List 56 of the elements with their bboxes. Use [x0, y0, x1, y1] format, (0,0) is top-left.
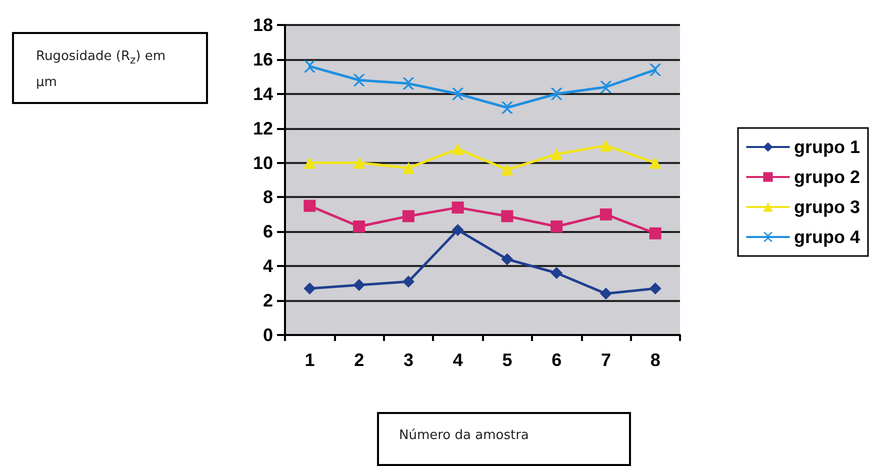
- y-tick-label: 12: [252, 118, 273, 138]
- point: [600, 208, 612, 220]
- y-tick-label: 4: [262, 256, 273, 276]
- point: [600, 140, 612, 152]
- y-tick-label: 18: [252, 15, 273, 35]
- point: [600, 81, 612, 93]
- x-tick-label: 4: [452, 350, 463, 370]
- y-tick-label: 0: [262, 325, 273, 345]
- x-tick-label: 7: [600, 350, 611, 370]
- point: [600, 288, 612, 300]
- point: [304, 200, 316, 212]
- point: [353, 220, 366, 232]
- point: [304, 282, 316, 294]
- point: [304, 60, 316, 72]
- point: [452, 202, 464, 214]
- x-tick-label: 2: [354, 350, 364, 370]
- y-tick-label: 10: [252, 152, 273, 173]
- point: [353, 74, 366, 86]
- point: [501, 210, 514, 222]
- y-tick-label: 2: [262, 290, 273, 311]
- point: [649, 156, 662, 169]
- point: [402, 162, 414, 174]
- legend-label: grupo 4: [794, 227, 860, 247]
- point: [550, 148, 563, 160]
- point: [649, 64, 662, 76]
- point: [501, 102, 514, 114]
- point: [550, 267, 563, 279]
- point: [550, 88, 563, 100]
- point: [452, 88, 464, 100]
- legend-label: grupo 2: [794, 167, 860, 187]
- legend-label: grupo 3: [794, 197, 860, 217]
- x-tick-label: 6: [552, 350, 562, 370]
- point: [452, 224, 464, 236]
- y-tick-label: 16: [252, 49, 273, 70]
- point: [550, 220, 563, 232]
- point: [353, 279, 366, 292]
- x-tick-label: 1: [304, 350, 315, 370]
- x-tick-label: 5: [502, 350, 512, 370]
- text: Rugosidade (R$_{z}$) em µm: [36, 49, 166, 90]
- point: [402, 276, 414, 288]
- point: [649, 282, 662, 294]
- legend-label: grupo 1: [794, 137, 860, 157]
- point: [501, 164, 514, 176]
- point: [501, 253, 514, 266]
- y-tick-label: 8: [262, 187, 273, 208]
- point: [402, 210, 414, 222]
- x-tick-label: 8: [650, 350, 660, 370]
- x-axis-title: Número da amostra: [377, 412, 631, 466]
- point: [353, 156, 366, 169]
- y-tick-label: 6: [262, 222, 273, 242]
- point: [649, 227, 662, 240]
- point: [402, 78, 414, 90]
- point: [452, 143, 464, 155]
- point: [304, 156, 316, 169]
- x-tick-label: 3: [403, 350, 414, 370]
- y-tick-label: 14: [252, 84, 273, 104]
